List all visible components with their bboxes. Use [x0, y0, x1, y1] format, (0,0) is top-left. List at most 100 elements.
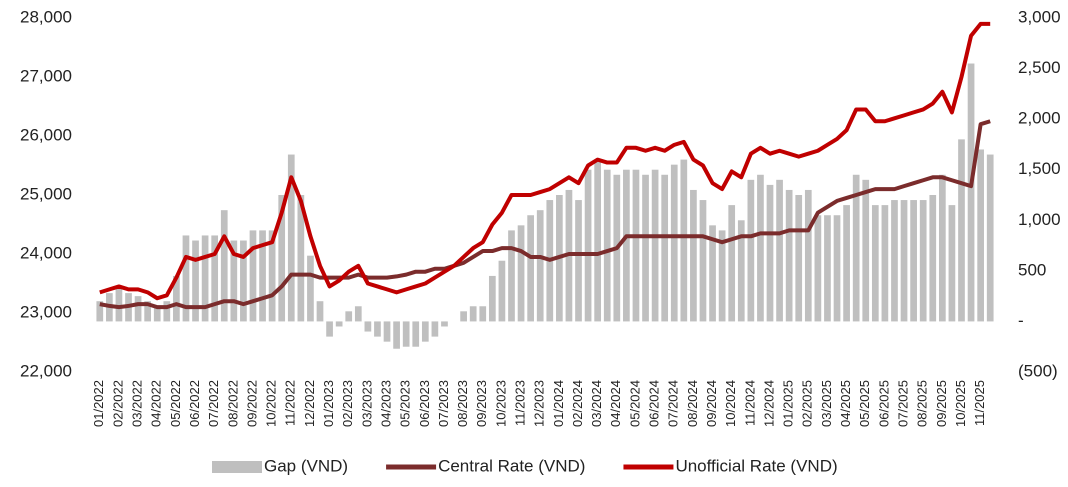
- bar: [326, 321, 333, 337]
- bar: [871, 205, 879, 322]
- x-tick-label: 05/2025: [857, 380, 872, 427]
- bar: [144, 301, 152, 322]
- bar: [910, 200, 917, 322]
- x-tick-label: 08/2022: [225, 380, 240, 427]
- x-tick-label: 03/2022: [130, 380, 145, 427]
- bar: [374, 321, 381, 337]
- bar: [690, 189, 697, 322]
- bar: [421, 321, 429, 342]
- x-tick-label: 05/2024: [627, 380, 642, 427]
- bar: [431, 321, 439, 337]
- x-tick-label: 10/2024: [723, 380, 738, 427]
- legend-label: Gap (VND): [264, 456, 348, 475]
- x-tick-label: 10/2023: [493, 380, 508, 427]
- bar: [977, 149, 984, 322]
- bar: [642, 174, 649, 322]
- line: [99, 119, 991, 310]
- x-tick-label: 03/2025: [819, 380, 834, 427]
- bar: [718, 230, 726, 322]
- bar: [469, 306, 477, 322]
- bar: [852, 174, 860, 322]
- x-tick-label: 07/2025: [895, 380, 910, 427]
- bar: [517, 225, 525, 322]
- bar: [354, 306, 362, 322]
- y2-tick-label: 2,500: [1018, 58, 1061, 77]
- x-tick-label: 06/2022: [187, 380, 202, 427]
- x-tick-label: 08/2023: [455, 380, 470, 427]
- x-tick-label: 01/2022: [91, 380, 106, 427]
- bar: [134, 296, 142, 322]
- x-tick-label: 12/2024: [761, 380, 776, 427]
- bar: [824, 215, 831, 322]
- bar: [594, 159, 602, 322]
- x-tick-label: 07/2023: [436, 380, 451, 427]
- bar: [268, 230, 276, 322]
- y-tick-label: 24,000: [20, 243, 72, 262]
- x-tick-label: 07/2024: [666, 380, 681, 427]
- bar: [498, 260, 506, 322]
- bar: [785, 189, 793, 322]
- bar: [335, 321, 343, 327]
- x-tick-label: 06/2023: [417, 380, 432, 427]
- y-tick-label: 25,000: [20, 184, 72, 203]
- x-tick-label: 06/2025: [876, 380, 891, 427]
- bar: [402, 321, 410, 347]
- bar: [192, 240, 199, 322]
- bar: [670, 164, 678, 322]
- bar: [661, 174, 669, 322]
- x-tick-label: 02/2022: [110, 380, 125, 427]
- bar: [230, 240, 238, 322]
- x-tick-label: 12/2022: [302, 380, 317, 427]
- bar: [508, 230, 515, 322]
- bar: [307, 255, 314, 322]
- x-tick-label: 03/2023: [359, 380, 374, 427]
- bar: [747, 179, 755, 322]
- bar: [527, 215, 534, 322]
- y-tick-label: 26,000: [20, 125, 72, 144]
- legend-label: Unofficial Rate (VND): [675, 456, 837, 475]
- y2-tick-label: 1,000: [1018, 210, 1061, 229]
- bar: [345, 311, 353, 322]
- bar: [709, 225, 716, 322]
- x-tick-label: 11/2022: [283, 380, 298, 426]
- x-tick-label: 11/2023: [513, 380, 528, 426]
- y-tick-label: 27,000: [20, 66, 72, 85]
- bar: [603, 169, 611, 322]
- y2-tick-label: 500: [1018, 260, 1046, 279]
- x-tick-label: 01/2024: [551, 380, 566, 427]
- bar: [623, 169, 630, 322]
- x-tick-label: 08/2024: [685, 380, 700, 427]
- y-tick-label: 23,000: [20, 302, 72, 321]
- x-tick-label: 05/2022: [168, 380, 183, 427]
- bar: [843, 205, 850, 322]
- bar: [393, 321, 400, 349]
- x-tick-label: 02/2024: [570, 380, 585, 427]
- x-tick-label: 09/2025: [934, 380, 949, 427]
- bar: [297, 195, 305, 322]
- bar: [814, 215, 822, 322]
- bar: [804, 189, 812, 322]
- x-tick-label: 02/2025: [800, 380, 815, 427]
- bar: [699, 200, 707, 322]
- x-tick-label: 11/2024: [742, 380, 757, 426]
- bar: [240, 240, 247, 322]
- bar: [211, 235, 219, 322]
- x-tick-label: 10/2025: [953, 380, 968, 427]
- bar: [383, 321, 391, 342]
- x-tick-label: 04/2024: [608, 380, 623, 427]
- bar: [163, 301, 171, 322]
- x-tick-label: 01/2023: [321, 380, 336, 427]
- bar: [441, 321, 448, 327]
- bar: [900, 200, 908, 322]
- bar: [833, 215, 841, 322]
- bar: [115, 286, 123, 322]
- y2-tick-label: 1,500: [1018, 159, 1061, 178]
- x-tick-label: 09/2024: [704, 380, 719, 427]
- bar: [96, 301, 104, 322]
- bar: [757, 174, 764, 322]
- bar: [737, 220, 745, 322]
- bar: [249, 230, 257, 322]
- x-tick-label: 04/2023: [378, 380, 393, 427]
- x-tick-label: 10/2022: [264, 380, 279, 427]
